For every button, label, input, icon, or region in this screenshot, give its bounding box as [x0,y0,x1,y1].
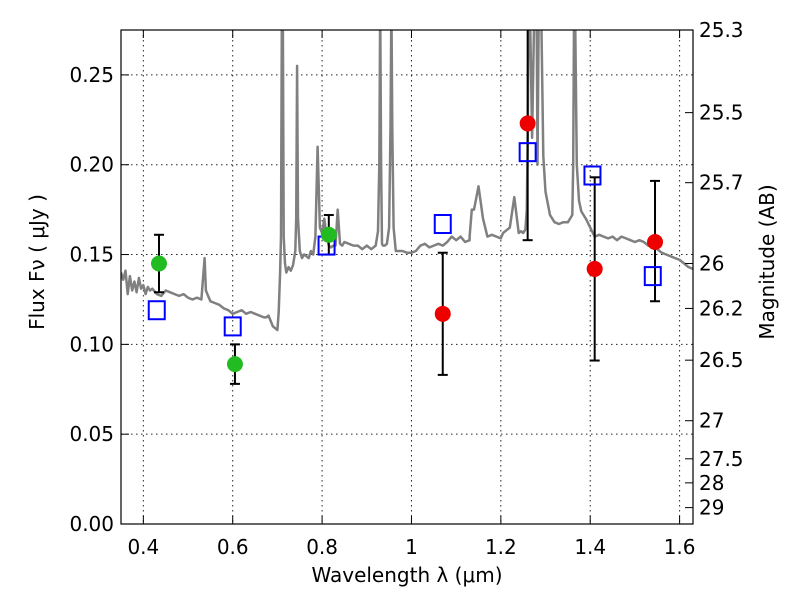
model-photometry-square [583,165,602,186]
model-photometry-square [643,266,662,287]
y2-tick-label: 26 [699,252,724,276]
observed-flux-point [586,260,603,277]
observed-flux-point [434,305,451,322]
y2-tick-label: 29 [699,496,724,520]
x-tick-label: 0.8 [306,535,338,559]
y2-tick-label: 25.3 [699,18,744,42]
y-tick-label: 0.05 [69,422,114,446]
right-y-axis-label: Magnitude (AB) [755,184,779,339]
y-tick-label: 0.15 [69,243,114,267]
y-tick-label: 0.10 [69,332,114,356]
model-photometry-square [518,142,537,163]
y-axis-label: Flux Fν ( μJy ) [25,194,49,330]
y2-tick-label: 26.5 [699,348,744,372]
y2-tick-label: 25.7 [699,171,744,195]
y-tick-label: 0.20 [69,153,114,177]
model-photometry-square [223,316,242,337]
model-spectrum-line [121,30,693,332]
observed-flux-point [226,356,243,373]
observed-flux-point [150,255,167,272]
model-photometry-square [433,214,452,235]
observed-flux-point [320,226,337,243]
y2-tick-label: 28 [699,471,724,495]
grid-lines [121,30,693,525]
y-tick-label: 0.00 [69,512,114,536]
plot-frame [120,29,694,525]
x-tick-label: 1.6 [664,535,696,559]
y2-tick-label: 25.5 [699,101,744,125]
y2-tick-label: 27.5 [699,447,744,471]
tick-marks: 0.4 0.6 0.8 1 1.2 1.4 1.6 0.00 0.05 0.10 0.15 0.20 0… [69,18,743,559]
y2-tick-label: 27 [699,409,724,433]
observed-flux-point [519,115,536,132]
x-tick-label: 1 [405,535,418,559]
y2-tick-label: 26.2 [699,296,744,320]
axes [120,29,694,525]
model-photometry-square [147,300,166,321]
y-tick-label: 0.25 [69,63,114,87]
x-tick-label: 1.4 [574,535,606,559]
observed-flux-point [647,233,664,250]
x-axis-label: Wavelength λ (μm) [311,563,502,587]
x-tick-label: 1.2 [485,535,517,559]
x-tick-label: 0.6 [217,535,249,559]
x-tick-label: 0.4 [127,535,159,559]
plot-area [121,30,693,385]
